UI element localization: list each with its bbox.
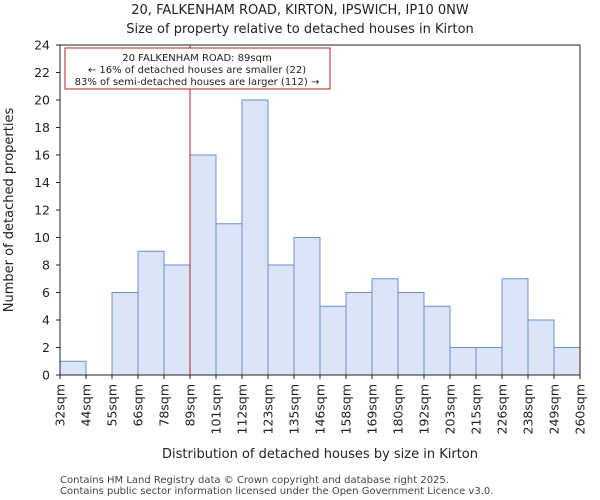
x-tick-label: 169sqm	[365, 384, 380, 434]
x-tick-label: 249sqm	[547, 384, 562, 434]
y-tick-label: 14	[34, 175, 50, 190]
x-tick-label: 238sqm	[521, 384, 536, 434]
x-tick-label: 44sqm	[79, 384, 94, 427]
x-tick-label: 158sqm	[339, 384, 354, 434]
y-tick-label: 2	[42, 340, 50, 355]
bar-group	[59, 99, 581, 376]
histogram-bar	[527, 319, 555, 376]
histogram-bar	[371, 278, 399, 376]
y-tick-label: 24	[34, 38, 50, 53]
annotation-line1: 20 FALKENHAM ROAD: 89sqm	[122, 53, 271, 64]
histogram-bar	[267, 264, 295, 376]
histogram-bar	[501, 278, 529, 376]
histogram-bar	[137, 250, 165, 376]
x-tick-group: 32sqm 44sqm 55sqm 66sqm 78sqm 89sqm 101sqm 112s…	[53, 375, 588, 434]
histogram-bar	[163, 264, 191, 376]
x-tick-label: 260sqm	[573, 384, 588, 434]
histogram-bar	[553, 347, 581, 376]
histogram-bar	[475, 347, 503, 376]
x-tick-label: 89sqm	[183, 384, 198, 427]
histogram-bar	[241, 99, 269, 376]
histogram-bar	[111, 292, 139, 376]
histogram-bar	[59, 360, 87, 376]
x-tick-label: 215sqm	[469, 384, 484, 434]
x-tick-label: 66sqm	[131, 384, 146, 427]
y-tick-label: 20	[34, 93, 50, 108]
footer-line2: Contains public sector information licen…	[60, 486, 493, 497]
annotation-box: 20 FALKENHAM ROAD: 89sqm ← 16% of detach…	[64, 47, 331, 90]
chart-title-line2: Size of property relative to detached ho…	[126, 22, 474, 37]
plot-frame	[59, 44, 581, 376]
y-tick-label: 6	[42, 285, 50, 300]
y-tick-label: 22	[34, 65, 50, 80]
y-tick-label: 18	[34, 120, 50, 135]
y-tick-label: 8	[42, 258, 50, 273]
chart-title-line1: 20, FALKENHAM ROAD, KIRTON, IPSWICH, IP1…	[131, 3, 469, 18]
y-tick-label: 16	[34, 148, 50, 163]
histogram-bar	[215, 223, 243, 376]
x-tick-label: 135sqm	[287, 384, 302, 434]
footer-line1: Contains HM Land Registry data © Crown c…	[60, 475, 449, 486]
histogram-bar	[397, 292, 425, 376]
annotation-line3: 83% of semi-detached houses are larger (…	[75, 77, 320, 88]
x-tick-label: 101sqm	[209, 384, 224, 434]
y-tick-label: 4	[42, 313, 50, 328]
histogram-bar	[319, 305, 347, 376]
x-tick-label: 32sqm	[53, 384, 68, 427]
histogram-bar	[423, 305, 451, 376]
histogram-bar	[345, 292, 373, 376]
x-tick-label: 226sqm	[495, 384, 510, 434]
histogram-bar	[189, 154, 217, 376]
x-axis-label: Distribution of detached houses by size …	[162, 447, 478, 462]
y-axis-label: Number of detached properties	[2, 108, 17, 313]
x-tick-label: 123sqm	[261, 384, 276, 434]
y-tick-label: 0	[42, 368, 50, 383]
x-tick-label: 55sqm	[105, 384, 120, 427]
x-tick-label: 112sqm	[235, 384, 250, 434]
x-tick-label: 146sqm	[313, 384, 328, 434]
y-tick-label: 10	[34, 230, 50, 245]
x-tick-label: 203sqm	[443, 384, 458, 434]
x-tick-label: 78sqm	[157, 384, 172, 427]
histogram-bar	[293, 237, 321, 376]
x-tick-label: 192sqm	[417, 384, 432, 434]
histogram-bar	[449, 347, 477, 376]
y-tick-label: 12	[34, 203, 50, 218]
x-tick-label: 180sqm	[391, 384, 406, 434]
annotation-line2: ← 16% of detached houses are smaller (22…	[88, 65, 306, 76]
